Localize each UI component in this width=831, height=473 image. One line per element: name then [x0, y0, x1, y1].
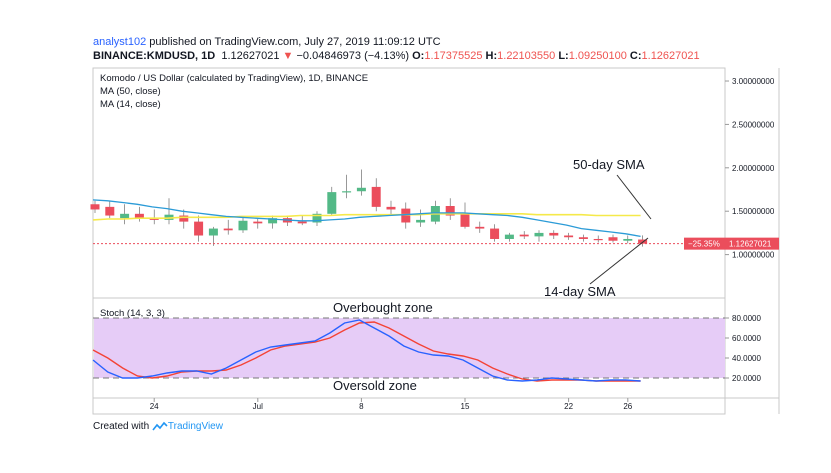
ma14-legend: MA (14, close): [100, 99, 161, 110]
candle-body: [534, 232, 544, 237]
candle-body: [490, 228, 500, 239]
publish-info: analyst102 published on TradingView.com,…: [93, 36, 441, 48]
date-tick-label: 26: [623, 402, 632, 411]
candle-body: [578, 237, 588, 239]
high-value: 1.22103550: [497, 50, 556, 62]
high-label: H:: [485, 50, 498, 62]
candle-body: [401, 208, 411, 223]
candle-body: [134, 213, 144, 219]
date-tick-label: 15: [461, 402, 470, 411]
down-arrow-icon: ▼: [282, 50, 294, 62]
candle-body: [445, 206, 455, 216]
sma14-arrow: [589, 237, 649, 285]
price-pane-frame: [92, 67, 726, 299]
open-value: 1.17375525: [424, 50, 483, 62]
symbol-label: BINANCE:KMDUSD, 1D: [93, 50, 216, 62]
candle-body: [327, 192, 337, 214]
chart-title: Komodo / US Dollar (calculated by Tradin…: [100, 73, 368, 84]
change-value: −0.04846973 (−4.13%): [296, 50, 410, 62]
sma50-annotation: 50-day SMA: [573, 157, 645, 172]
candle-body: [549, 232, 559, 236]
candle-body: [297, 221, 307, 224]
candle-body: [223, 228, 233, 231]
close-label: C:: [629, 50, 642, 62]
stoch-d-line: [92, 321, 641, 382]
price-tick-label: 1.50000000: [732, 207, 775, 216]
candle-body: [608, 237, 618, 241]
sma14-annotation: 14-day SMA: [544, 284, 616, 299]
stoch-k-line: [92, 319, 641, 382]
date-tick-label: 24: [150, 402, 159, 411]
candle-body: [356, 187, 366, 192]
price-tick-label: 1.00000000: [732, 251, 775, 260]
price-tag: 1.12627021: [729, 240, 772, 249]
date-tick-label: Jul: [253, 402, 263, 411]
footer: Created with TradingView: [93, 421, 223, 435]
ma50-line: [92, 213, 641, 221]
stoch-legend: Stoch (14, 3, 3): [100, 308, 165, 319]
created-with-label: Created with: [93, 421, 150, 432]
candle-body: [504, 234, 514, 239]
candle-body: [253, 221, 263, 224]
candle-body: [638, 239, 648, 244]
open-label: O:: [412, 50, 425, 62]
last-price: 1.12627021: [221, 50, 280, 62]
pct-tag: −25.35%: [688, 240, 720, 249]
author-link[interactable]: analyst102: [93, 36, 147, 48]
price-tick-label: 2.50000000: [732, 120, 775, 129]
candle-body: [564, 235, 574, 238]
close-value: 1.12627021: [641, 50, 700, 62]
stoch-tick-label: 20.0000: [732, 374, 761, 383]
candle-body: [416, 219, 426, 223]
candle-body: [208, 228, 218, 236]
published-text: published on TradingView.com, July 27, 2…: [146, 36, 441, 48]
candle-body: [342, 191, 352, 193]
candle-body: [623, 238, 633, 241]
candle-body: [475, 226, 485, 229]
candle-body: [460, 213, 470, 227]
price-tick-label: 3.00000000: [732, 77, 775, 86]
oversold-annotation: Oversold zone: [333, 378, 417, 393]
candle-body: [149, 218, 159, 220]
overbought-annotation: Overbought zone: [333, 300, 433, 315]
candle-body: [90, 204, 100, 210]
tradingview-brand[interactable]: TradingView: [167, 421, 223, 432]
candle-body: [194, 221, 204, 236]
price-tick-label: 2.00000000: [732, 164, 775, 173]
date-tick-label: 8: [359, 402, 364, 411]
candle-body: [312, 213, 322, 223]
candle-body: [519, 234, 529, 237]
ma50-legend: MA (50, close): [100, 86, 161, 97]
low-value: 1.09250100: [568, 50, 627, 62]
low-label: L:: [558, 50, 569, 62]
candle-body: [268, 218, 278, 224]
sma50-arrow: [616, 174, 652, 220]
candle-body: [105, 206, 115, 216]
candle-body: [371, 186, 381, 207]
ma14-line: [92, 199, 641, 238]
stoch-tick-label: 60.0000: [732, 334, 761, 343]
stoch-tick-label: 80.0000: [732, 314, 761, 323]
candle-body: [120, 213, 130, 219]
date-tick-label: 22: [564, 402, 573, 411]
ohlc-info: BINANCE:KMDUSD, 1D 1.12627021 ▼ −0.04846…: [93, 50, 700, 62]
candle-body: [238, 220, 248, 231]
pct-tag-bg: [684, 237, 726, 250]
price-tag-bg: [726, 237, 779, 250]
tradingview-logo-icon: [152, 421, 168, 435]
candle-body: [593, 238, 603, 241]
stoch-tick-label: 40.0000: [732, 354, 761, 363]
candle-body: [386, 206, 396, 210]
candle-body: [179, 215, 189, 222]
